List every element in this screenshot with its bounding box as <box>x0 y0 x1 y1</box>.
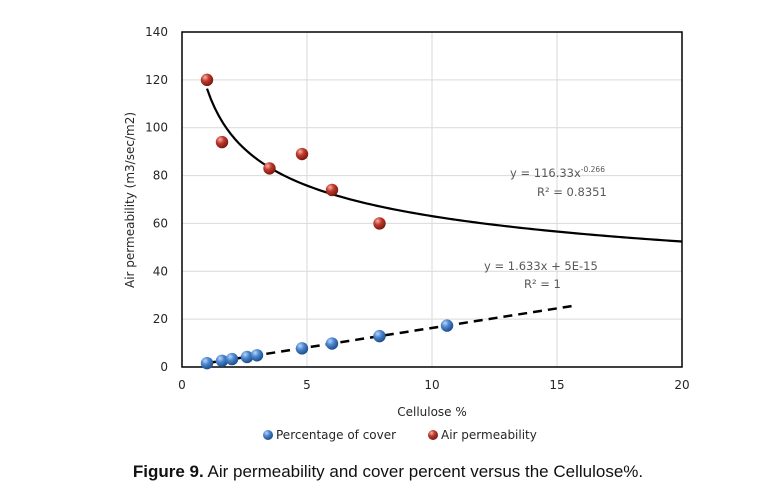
point-air-permeability <box>325 183 339 197</box>
y-tick-label: 120 <box>145 73 168 87</box>
power-equation-base: y = 116.33x <box>510 166 581 180</box>
x-axis-ticks: 0 5 10 15 20 <box>178 378 689 392</box>
legend-marker-red <box>428 430 438 440</box>
plot-area-border <box>181 31 683 368</box>
x-tick-label: 15 <box>549 378 564 392</box>
point-percentage-of-cover <box>373 329 386 343</box>
legend: Percentage of cover Air permeability <box>263 428 537 442</box>
power-trendline-equation: y = 116.33x-0.266 <box>510 165 605 180</box>
gridlines <box>181 31 683 368</box>
figure-label: Figure 9. <box>132 462 204 481</box>
point-air-permeability <box>373 217 386 230</box>
y-tick-label: 40 <box>153 264 168 278</box>
y-axis-ticks: 0 20 40 60 80 100 120 140 <box>145 25 168 374</box>
point-percentage-of-cover <box>440 319 454 332</box>
point-air-permeability <box>215 135 229 149</box>
linear-trendline-r2: R² = 1 <box>524 277 561 291</box>
legend-item-percentage-of-cover[interactable]: Percentage of cover <box>263 428 396 442</box>
point-air-permeability <box>200 73 214 87</box>
x-tick-label: 20 <box>674 378 689 392</box>
point-percentage-of-cover <box>215 354 229 367</box>
power-trendline <box>205 88 683 243</box>
y-tick-label: 140 <box>145 25 168 39</box>
point-percentage-of-cover <box>225 352 239 366</box>
y-tick-label: 0 <box>160 360 168 374</box>
figure-caption-text: Air permeability and cover percent versu… <box>203 462 644 481</box>
y-tick-label: 60 <box>153 216 168 230</box>
point-percentage-of-cover <box>240 350 254 364</box>
x-tick-label: 10 <box>424 378 439 392</box>
point-air-permeability <box>263 162 276 175</box>
trendlines <box>205 88 683 365</box>
x-tick-label: 0 <box>178 378 186 392</box>
point-percentage-of-cover <box>250 349 264 362</box>
point-percentage-of-cover <box>325 337 339 350</box>
linear-trendline-equation: y = 1.633x + 5E-15 <box>484 259 598 273</box>
legend-label-air-permeability: Air permeability <box>441 428 537 442</box>
chart: 0 20 40 60 80 100 120 140 0 5 10 15 20 Air permeabi… <box>123 25 690 442</box>
y-tick-label: 20 <box>153 312 168 326</box>
data-points <box>200 73 454 370</box>
linear-trendline <box>206 304 573 365</box>
y-tick-label: 100 <box>145 121 168 135</box>
figure-caption: Figure 9. Air permeability and cover per… <box>0 462 776 482</box>
point-percentage-of-cover <box>295 342 309 355</box>
x-tick-label: 5 <box>303 378 311 392</box>
point-percentage-of-cover <box>200 356 214 370</box>
legend-item-air-permeability[interactable]: Air permeability <box>428 428 537 442</box>
power-equation-exponent: -0.266 <box>581 165 605 174</box>
legend-marker-blue <box>263 430 273 440</box>
point-air-permeability <box>295 147 309 161</box>
power-trendline-r2: R² = 0.8351 <box>537 185 607 199</box>
y-axis-title: Air permeability (m3/sec/m2) <box>123 112 137 288</box>
legend-label-percentage-of-cover: Percentage of cover <box>276 428 396 442</box>
x-axis-title: Cellulose % <box>397 405 467 419</box>
y-tick-label: 80 <box>153 169 168 183</box>
